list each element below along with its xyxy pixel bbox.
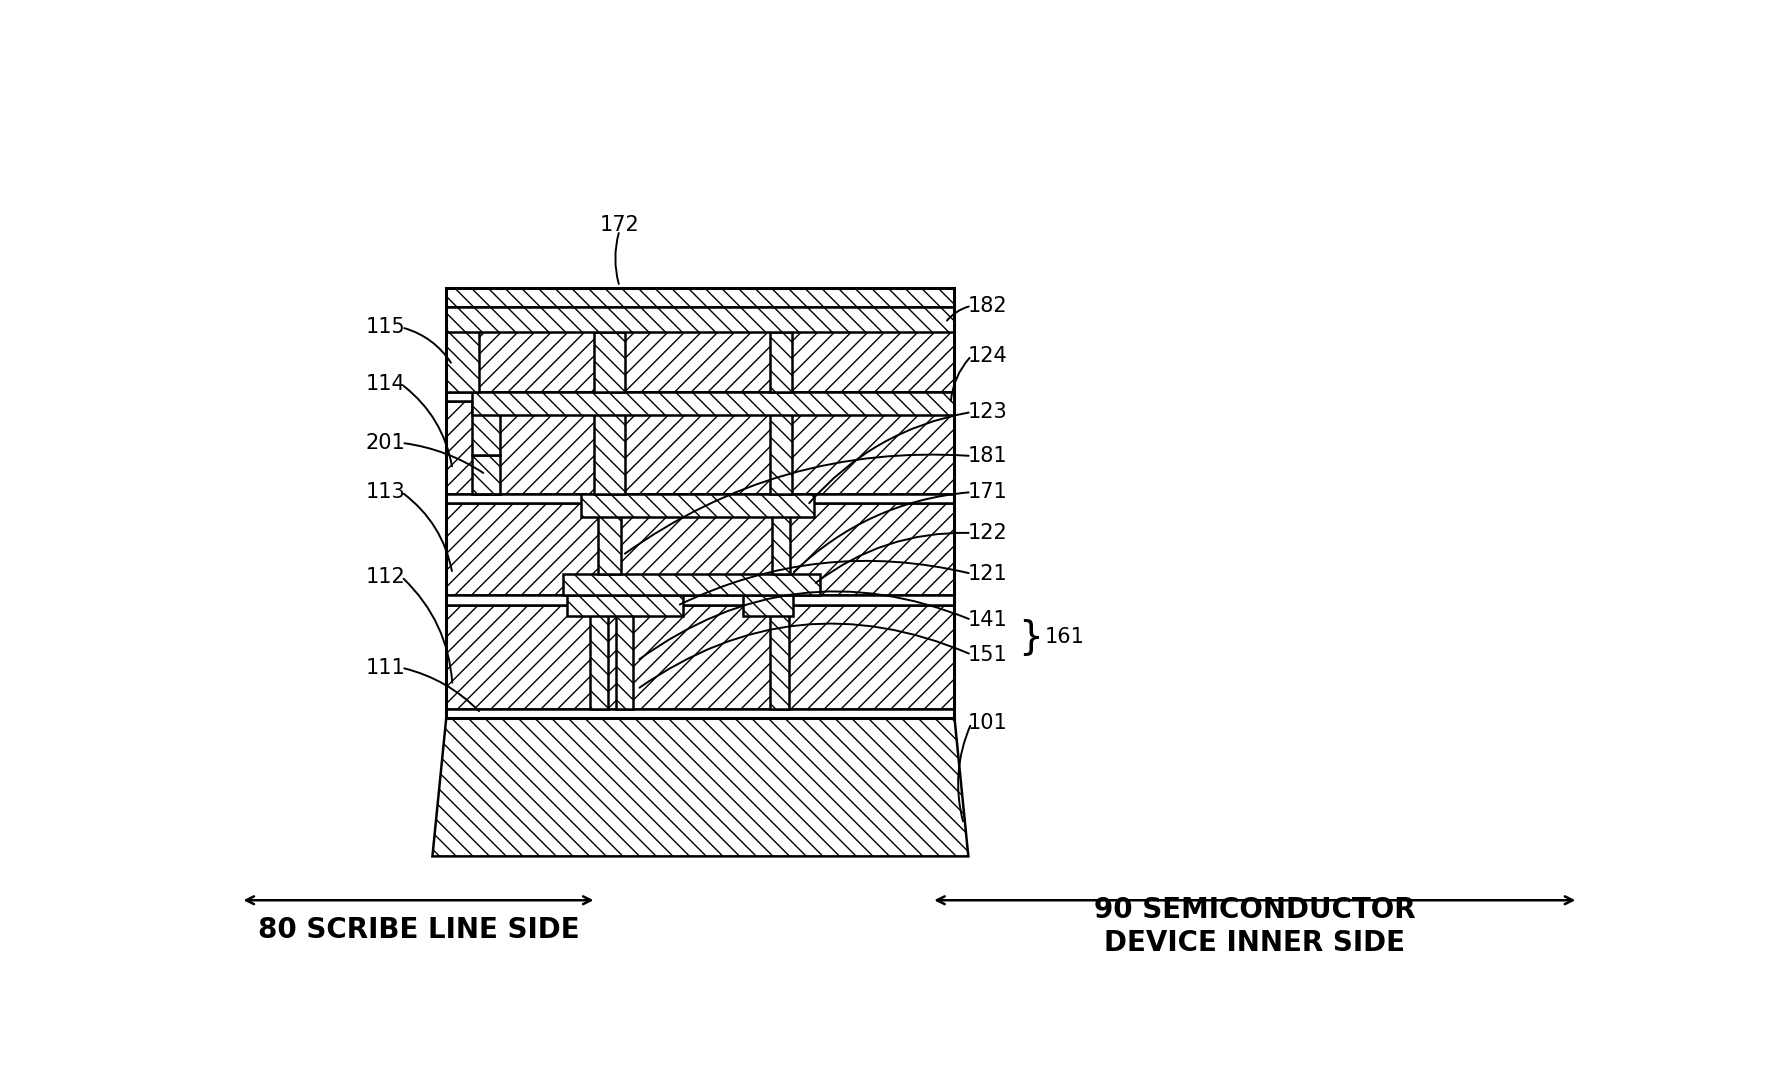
Polygon shape [598, 503, 621, 574]
Polygon shape [447, 503, 955, 596]
Text: 111: 111 [366, 658, 406, 678]
Text: 114: 114 [366, 374, 406, 394]
Text: 122: 122 [968, 523, 1007, 543]
Text: 124: 124 [968, 346, 1007, 366]
Polygon shape [742, 596, 793, 616]
Text: }: } [1018, 618, 1042, 656]
Polygon shape [582, 494, 813, 517]
Polygon shape [568, 596, 683, 616]
Polygon shape [594, 332, 624, 392]
Polygon shape [447, 604, 955, 709]
Text: 101: 101 [968, 713, 1007, 733]
Text: 115: 115 [366, 317, 406, 338]
Text: 141: 141 [968, 610, 1007, 630]
Polygon shape [447, 401, 955, 494]
Polygon shape [447, 308, 955, 392]
Text: 182: 182 [968, 296, 1007, 316]
Text: 123: 123 [968, 402, 1007, 422]
Polygon shape [432, 718, 968, 857]
Polygon shape [447, 308, 479, 392]
Polygon shape [770, 401, 792, 494]
Text: 112: 112 [366, 566, 406, 587]
Text: 172: 172 [600, 215, 639, 235]
Polygon shape [447, 288, 955, 308]
Text: 121: 121 [968, 563, 1007, 584]
Polygon shape [447, 709, 955, 718]
Text: 181: 181 [968, 446, 1007, 466]
Polygon shape [591, 604, 608, 709]
Polygon shape [471, 401, 500, 455]
Polygon shape [447, 308, 955, 332]
Text: 171: 171 [968, 482, 1007, 502]
Text: 151: 151 [968, 644, 1007, 665]
Polygon shape [447, 392, 955, 401]
Polygon shape [772, 503, 790, 574]
Text: 90 SEMICONDUCTOR
DEVICE INNER SIDE: 90 SEMICONDUCTOR DEVICE INNER SIDE [1094, 897, 1416, 957]
Polygon shape [594, 401, 624, 494]
Text: 201: 201 [366, 433, 406, 453]
Polygon shape [770, 604, 788, 709]
Text: 161: 161 [1044, 627, 1085, 647]
Polygon shape [447, 596, 955, 604]
Polygon shape [616, 604, 633, 709]
Polygon shape [471, 392, 955, 415]
Polygon shape [770, 332, 792, 392]
Text: 113: 113 [366, 482, 406, 502]
Polygon shape [564, 574, 820, 596]
Polygon shape [447, 494, 955, 503]
Polygon shape [471, 455, 500, 494]
Text: 80 SCRIBE LINE SIDE: 80 SCRIBE LINE SIDE [258, 915, 580, 943]
